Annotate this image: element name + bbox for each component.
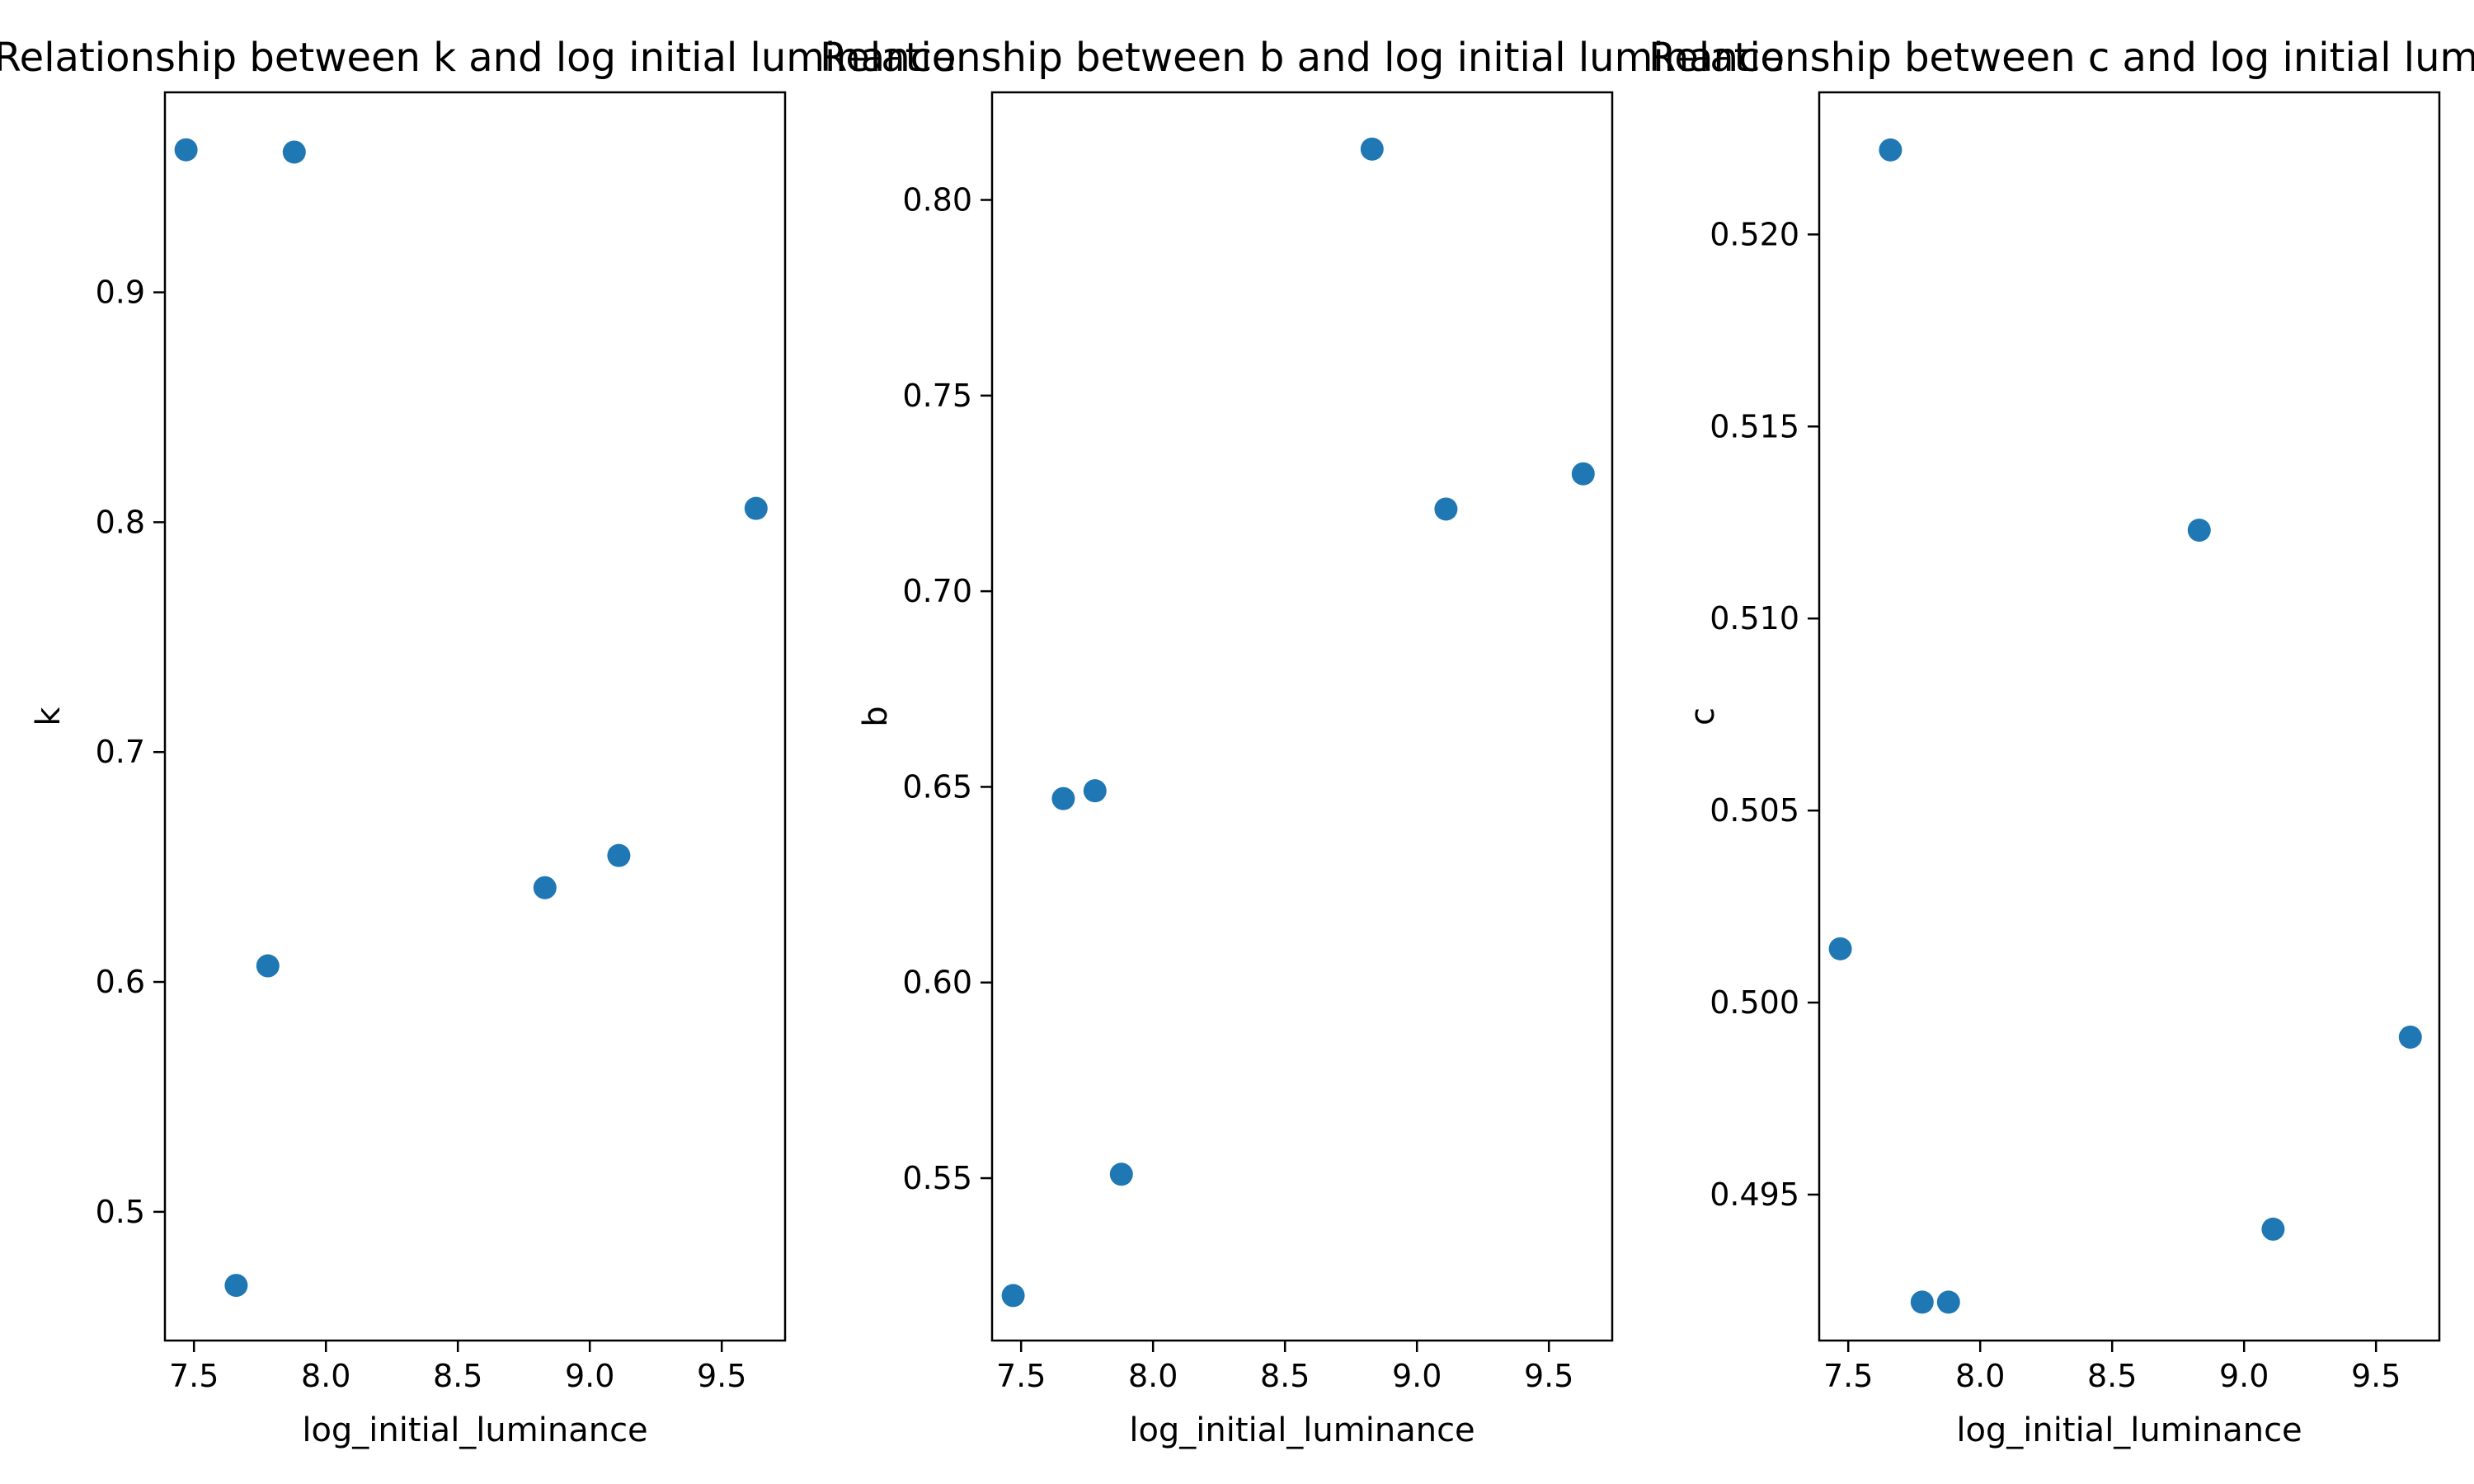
y-tick-label: 0.75 bbox=[902, 378, 972, 414]
x-tick-label: 8.5 bbox=[1260, 1358, 1310, 1394]
subplot-k: 7.5 8.0 8.5 9.0 9.5 0.5 0.6 0.7 0.8 0.9 log_initia… bbox=[0, 35, 957, 1449]
data-point bbox=[2187, 519, 2211, 542]
data-point bbox=[607, 843, 631, 867]
y-tick-label: 0.55 bbox=[902, 1160, 972, 1196]
chart-title: Relationship between c and log initial l… bbox=[1649, 35, 2474, 81]
data-point bbox=[224, 1274, 248, 1298]
x-tick-label: 9.0 bbox=[1392, 1358, 1442, 1394]
data-point bbox=[1910, 1290, 1934, 1314]
data-point bbox=[1936, 1290, 1960, 1314]
y-tick-label: 0.510 bbox=[1710, 600, 1799, 636]
data-point bbox=[1879, 138, 1903, 162]
data-point bbox=[1109, 1162, 1133, 1186]
y-tick-label: 0.5 bbox=[96, 1194, 145, 1230]
y-axis-label: k bbox=[30, 707, 68, 726]
x-tick-label: 7.5 bbox=[1823, 1358, 1873, 1394]
data-point bbox=[1083, 779, 1107, 803]
x-tick-label: 9.5 bbox=[697, 1358, 746, 1394]
data-point bbox=[744, 496, 768, 520]
x-axis-label: log_initial_luminance bbox=[1956, 1411, 2302, 1449]
x-axis-label: log_initial_luminance bbox=[1129, 1411, 1475, 1449]
subplot-b: 7.5 8.0 8.5 9.0 9.5 0.55 0.60 0.65 0.70 0.75 0.80 l… bbox=[820, 35, 1785, 1449]
data-point bbox=[1571, 462, 1595, 486]
y-tick-label: 0.505 bbox=[1710, 792, 1799, 829]
y-axis-label: b bbox=[857, 706, 895, 726]
data-point bbox=[1828, 937, 1852, 960]
y-tick-label: 0.520 bbox=[1710, 216, 1799, 252]
x-tick-label: 9.0 bbox=[2219, 1358, 2269, 1394]
chart-title: Relationship between b and log initial l… bbox=[820, 35, 1785, 81]
y-tick-label: 0.515 bbox=[1710, 408, 1799, 444]
y-tick-label: 0.495 bbox=[1710, 1176, 1799, 1213]
data-point bbox=[1434, 497, 1458, 521]
y-tick-label: 0.80 bbox=[902, 182, 972, 218]
y-tick-label: 0.60 bbox=[902, 965, 972, 1001]
x-tick-label: 8.5 bbox=[433, 1358, 482, 1394]
x-tick-label: 7.5 bbox=[169, 1358, 219, 1394]
x-tick-label: 8.0 bbox=[1955, 1358, 2005, 1394]
plot-frame bbox=[1818, 91, 2441, 1342]
y-tick-label: 0.8 bbox=[96, 504, 145, 540]
data-point bbox=[2398, 1025, 2422, 1049]
data-point bbox=[1051, 787, 1075, 810]
data-point bbox=[2261, 1217, 2285, 1241]
x-tick-label: 8.0 bbox=[301, 1358, 350, 1394]
y-tick-label: 0.500 bbox=[1710, 984, 1799, 1021]
data-point bbox=[256, 954, 280, 978]
x-tick-label: 8.5 bbox=[2087, 1358, 2137, 1394]
x-tick-label: 9.5 bbox=[2351, 1358, 2401, 1394]
data-point bbox=[282, 140, 306, 164]
y-tick-label: 0.6 bbox=[96, 964, 145, 1000]
x-tick-label: 8.0 bbox=[1128, 1358, 1178, 1394]
data-point bbox=[533, 876, 557, 899]
y-tick-label: 0.70 bbox=[902, 573, 972, 609]
y-tick-label: 0.65 bbox=[902, 768, 972, 805]
plot-frame bbox=[163, 91, 787, 1342]
x-tick-label: 9.0 bbox=[565, 1358, 614, 1394]
x-tick-label: 7.5 bbox=[996, 1358, 1046, 1394]
y-axis-label: c bbox=[1684, 707, 1722, 726]
data-point bbox=[174, 138, 198, 162]
data-point bbox=[1001, 1284, 1025, 1308]
x-axis-label: log_initial_luminance bbox=[302, 1411, 647, 1449]
plot-frame bbox=[990, 91, 1614, 1342]
x-tick-label: 9.5 bbox=[1524, 1358, 1573, 1394]
subplot-c: 7.5 8.0 8.5 9.0 9.5 0.495 0.500 0.505 0.510 0.515… bbox=[1649, 35, 2474, 1449]
data-point bbox=[1360, 137, 1384, 161]
y-tick-label: 0.9 bbox=[96, 275, 145, 311]
y-tick-label: 0.7 bbox=[96, 734, 145, 770]
chart-title: Relationship between k and log initial l… bbox=[0, 35, 957, 81]
